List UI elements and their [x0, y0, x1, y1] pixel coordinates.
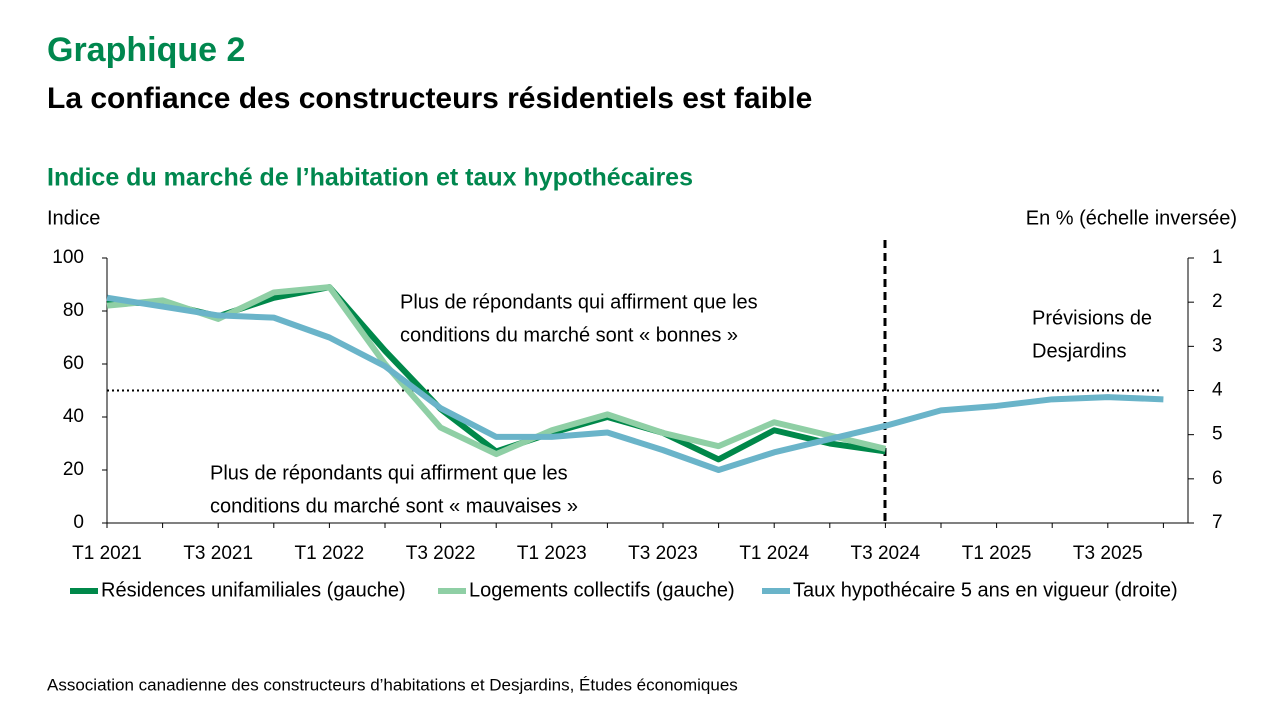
- y-tick-label: 0: [73, 512, 84, 533]
- chart-title: La confiance des constructeurs résidenti…: [47, 82, 812, 115]
- x-tick-label: T1 2023: [517, 543, 587, 564]
- annotation: Plus de répondants qui affirment que les: [210, 462, 568, 484]
- y2-tick-label: 7: [1212, 512, 1223, 533]
- y2-tick-label: 4: [1212, 380, 1223, 401]
- annotation: conditions du marché sont « mauvaises »: [210, 495, 578, 517]
- y2-tick-label: 2: [1212, 291, 1223, 312]
- y2-tick-label: 1: [1212, 247, 1223, 268]
- y2-axis-title: En % (échelle inversée): [1026, 207, 1237, 229]
- legend-label: Résidences unifamiliales (gauche): [101, 579, 406, 601]
- x-tick-label: T3 2023: [628, 543, 698, 564]
- annotation: Prévisions de: [1032, 307, 1152, 329]
- legend-label: Logements collectifs (gauche): [469, 579, 735, 601]
- series-line: [106, 294, 1164, 473]
- annotation: conditions du marché sont « bonnes »: [400, 324, 738, 346]
- y2-tick-label: 6: [1212, 468, 1223, 489]
- source: Association canadienne des constructeurs…: [47, 675, 738, 694]
- x-tick-label: T3 2022: [406, 543, 476, 564]
- legend-label: Taux hypothécaire 5 ans en vigueur (droi…: [793, 579, 1178, 601]
- series-line: [106, 284, 887, 458]
- annotation: Plus de répondants qui affirment que les: [400, 291, 758, 313]
- x-tick-label: T1 2024: [739, 543, 809, 564]
- y-tick-label: 40: [63, 406, 84, 427]
- chart-subtitle: Indice du marché de l’habitation et taux…: [47, 164, 693, 192]
- y2-tick-label: 5: [1212, 424, 1223, 445]
- y-tick-label: 100: [52, 247, 84, 268]
- y-tick-label: 60: [63, 353, 84, 374]
- x-tick-label: T3 2021: [183, 543, 253, 564]
- y-axis-title: Indice: [47, 207, 100, 229]
- y2-tick-label: 3: [1212, 335, 1223, 356]
- x-tick-label: T1 2021: [72, 543, 142, 564]
- chart-heading: Graphique 2: [47, 31, 245, 69]
- annotation: Desjardins: [1032, 340, 1126, 362]
- x-tick-label: T3 2024: [851, 543, 921, 564]
- y-tick-label: 80: [63, 300, 84, 321]
- x-tick-label: T1 2025: [962, 543, 1032, 564]
- y-tick-label: 20: [63, 459, 84, 480]
- x-tick-label: T3 2025: [1073, 543, 1143, 564]
- x-tick-label: T1 2022: [295, 543, 365, 564]
